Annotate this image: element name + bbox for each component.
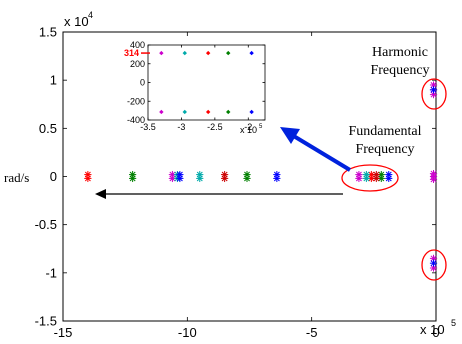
y-axis-label: rad/s xyxy=(4,170,29,185)
data-point xyxy=(249,109,254,115)
data-point xyxy=(182,50,187,56)
x-tick-label: -15 xyxy=(54,325,73,340)
y-tick-label: 200 xyxy=(130,59,145,69)
x-tick-label: -3 xyxy=(177,122,185,132)
x-tick-label: -10 xyxy=(178,325,197,340)
y-tick-label: -400 xyxy=(127,115,145,125)
harmonic-label-line1: Harmonic xyxy=(372,45,428,60)
data-point xyxy=(226,50,231,56)
y-tick-label: 0.5 xyxy=(39,121,57,136)
data-point xyxy=(273,174,281,183)
y-tick-label: 400 xyxy=(130,40,145,50)
y-tick-label: 1 xyxy=(50,73,57,88)
fundamental-label-line1: Fundamental xyxy=(348,124,421,139)
data-point xyxy=(362,174,370,183)
data-point xyxy=(205,109,211,115)
data-point xyxy=(176,174,184,183)
x-tick-label: -2 xyxy=(244,122,252,132)
x-tick-label: 0 xyxy=(432,325,439,340)
harmonic-label-line2: Frequency xyxy=(370,63,429,78)
data-point xyxy=(429,81,438,89)
y-tick-label: 1.5 xyxy=(39,25,57,40)
data-point xyxy=(182,109,187,115)
fundamental-ellipse xyxy=(341,164,399,192)
main-axis-ticks: -15 -10 -5 0 -1.5 -1 -0.5 0 0.5 1 1.5 xyxy=(35,25,440,340)
x-tick-label: -2.5 xyxy=(207,122,223,132)
inset-data-points xyxy=(159,50,254,115)
x-exponent-power: 5 xyxy=(451,318,456,328)
data-point xyxy=(196,174,204,183)
main-data-points xyxy=(84,81,438,272)
data-point xyxy=(129,174,137,183)
data-point xyxy=(429,86,438,94)
x-tick-label: -5 xyxy=(306,325,318,340)
black-arrow-head xyxy=(95,189,106,199)
inset-highlight-tick: 314 xyxy=(124,48,139,58)
y-tick-label: -1 xyxy=(45,265,57,280)
y-exponent-base: x 10 xyxy=(64,14,89,29)
data-point xyxy=(205,50,211,56)
inset-background xyxy=(123,43,266,121)
data-point xyxy=(84,174,92,183)
inset-x-exponent-power: 5 xyxy=(259,124,263,130)
x-tick-label: -3.5 xyxy=(140,122,156,132)
y-tick-label: 0 xyxy=(50,169,57,184)
harmonic-ellipse-bottom xyxy=(421,249,447,281)
data-point xyxy=(221,174,229,183)
inset-axis-ticks: -3.5 -3 -2.5 -2 -400 -200 0 200 400 xyxy=(127,40,265,132)
data-point xyxy=(429,175,438,183)
data-point xyxy=(226,109,231,115)
y-tick-label: -1.5 xyxy=(35,314,57,329)
blue-arrow-line xyxy=(290,133,352,172)
x-exponent-base: x 10 xyxy=(420,322,445,337)
inset-x-exponent-base: x 10 xyxy=(240,125,257,135)
data-point xyxy=(243,174,251,183)
data-point xyxy=(249,50,254,56)
data-point xyxy=(355,174,363,183)
y-tick-label: -0.5 xyxy=(35,217,57,232)
data-point xyxy=(159,50,164,56)
y-exponent-power: 4 xyxy=(88,10,93,20)
harmonic-ellipse-top xyxy=(421,78,447,110)
y-tick-label: 0 xyxy=(140,78,145,88)
data-point xyxy=(372,174,380,183)
data-point xyxy=(429,259,438,267)
data-point xyxy=(159,109,164,115)
data-point xyxy=(385,174,393,183)
fundamental-label-line2: Frequency xyxy=(355,142,414,157)
y-tick-label: -200 xyxy=(127,96,145,106)
blue-arrow-head xyxy=(280,127,300,144)
